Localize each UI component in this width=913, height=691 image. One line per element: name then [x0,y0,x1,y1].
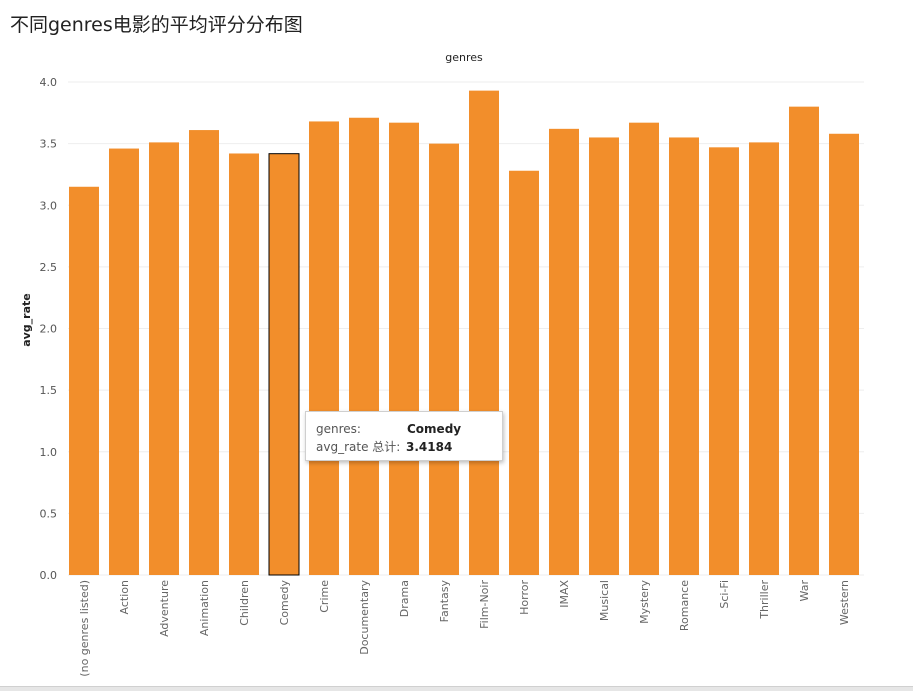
bar-fantasy[interactable] [429,143,459,575]
bar-comedy[interactable] [268,153,300,576]
x-tick-label: Crime [318,580,331,613]
x-tick-label: Mystery [638,580,651,624]
x-tick-label: Horror [518,580,531,615]
x-tick-label: Film-Noir [478,580,491,629]
x-tick-label: Drama [398,580,411,617]
bar-imax[interactable] [549,128,579,575]
tooltip-rate-key: avg_rate 总计: [316,440,401,454]
y-tick-label: 0.5 [40,507,58,520]
bars [69,90,859,576]
bar-crime[interactable] [309,121,339,575]
bar-western[interactable] [829,133,859,575]
bar-film-noir[interactable] [469,90,499,575]
y-axis-label: avg_rate [20,293,33,347]
x-axis-ticks: (no genres listed) Action Adventure Animati… [78,580,851,677]
x-tick-label: (no genres listed) [78,580,91,677]
y-axis-ticks: 0.0 0.5 1.0 1.5 2.0 2.5 3.0 3.5 4.0 [40,76,58,582]
x-tick-label: Romance [678,580,691,631]
bar-musical[interactable] [589,137,619,575]
bar-sci-fi[interactable] [709,147,739,575]
bottom-scrollbar[interactable] [0,686,913,691]
y-tick-label: 1.5 [40,384,58,397]
x-tick-label: Musical [598,580,611,621]
bar-no-genres-listed[interactable] [69,186,99,575]
y-tick-label: 1.0 [40,446,58,459]
y-tick-label: 2.0 [40,323,58,336]
bar-war[interactable] [789,106,819,576]
x-tick-label: Action [118,580,131,614]
x-tick-label: Fantasy [438,580,451,623]
tooltip-genre-key: genres: [316,422,361,436]
x-tick-label: Animation [198,580,211,636]
x-tick-label: Comedy [278,580,291,626]
tooltip-row-genre: genres: Comedy [316,420,492,438]
x-tick-label: Children [238,580,251,626]
x-tick-label: Documentary [358,580,371,655]
bar-children[interactable] [229,153,259,576]
bar-drama[interactable] [389,122,419,576]
x-tick-label: Thriller [758,580,771,620]
x-tick-label: Sci-Fi [718,580,731,609]
chart-title: genres [445,51,483,64]
x-tick-label: Western [838,580,851,625]
tooltip: genres: Comedy avg_rate 总计: 3.4184 [305,411,503,461]
bar-adventure[interactable] [149,142,179,575]
x-tick-label: IMAX [558,580,571,608]
tooltip-rate-value: 3.4184 [406,440,453,454]
bar-documentary[interactable] [349,117,379,576]
bar-romance[interactable] [669,137,699,575]
grid-lines [68,81,864,576]
tooltip-genre-value: Comedy [407,422,462,436]
bar-thriller[interactable] [749,142,779,575]
y-tick-label: 2.5 [40,261,58,274]
y-tick-label: 3.5 [40,138,58,151]
bar-action[interactable] [109,148,139,575]
y-tick-label: 3.0 [40,199,58,212]
bar-mystery[interactable] [629,122,659,576]
bar-horror[interactable] [509,170,539,576]
x-tick-label: War [798,580,811,602]
bar-animation[interactable] [189,130,219,575]
x-tick-label: Adventure [158,580,171,637]
page-title: 不同genres电影的平均评分分布图 [10,14,303,36]
y-tick-label: 4.0 [40,76,58,89]
y-tick-label: 0.0 [40,569,58,582]
tooltip-row-rate: avg_rate 总计: 3.4184 [316,438,492,456]
